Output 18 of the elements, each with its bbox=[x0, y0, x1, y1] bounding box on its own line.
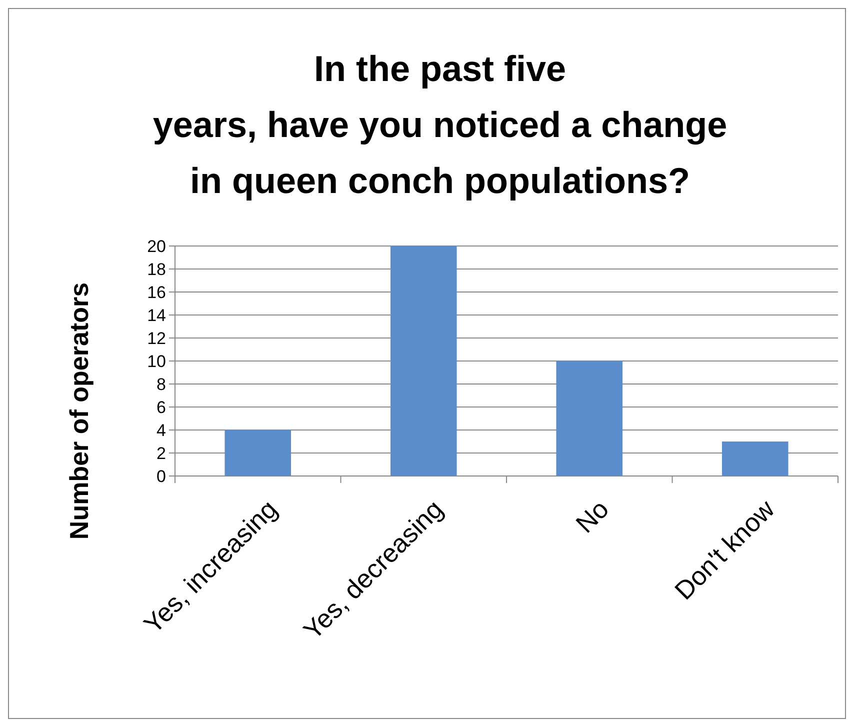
bar bbox=[224, 430, 292, 476]
chart-title: In the past five years, have you noticed a change in queen conch populations? bbox=[152, 48, 728, 201]
y-tick-label: 0 bbox=[156, 466, 166, 486]
bar bbox=[390, 246, 457, 476]
y-tick-label: 16 bbox=[147, 282, 166, 302]
x-tick-label: No bbox=[570, 494, 614, 539]
bar bbox=[722, 442, 788, 476]
y-tick-label: 12 bbox=[147, 328, 166, 348]
y-tick-label: 14 bbox=[147, 306, 166, 325]
y-axis-title: Number of operators bbox=[64, 282, 94, 540]
bar bbox=[556, 361, 623, 476]
y-tick-label: 20 bbox=[147, 236, 166, 256]
y-tick-label: 18 bbox=[147, 260, 166, 279]
y-tick-label: 6 bbox=[156, 398, 166, 417]
y-tick-label: 2 bbox=[156, 444, 166, 463]
y-tick-label: 4 bbox=[156, 420, 166, 440]
y-tick-label: 10 bbox=[147, 352, 166, 371]
y-tick-label: 8 bbox=[156, 374, 166, 394]
